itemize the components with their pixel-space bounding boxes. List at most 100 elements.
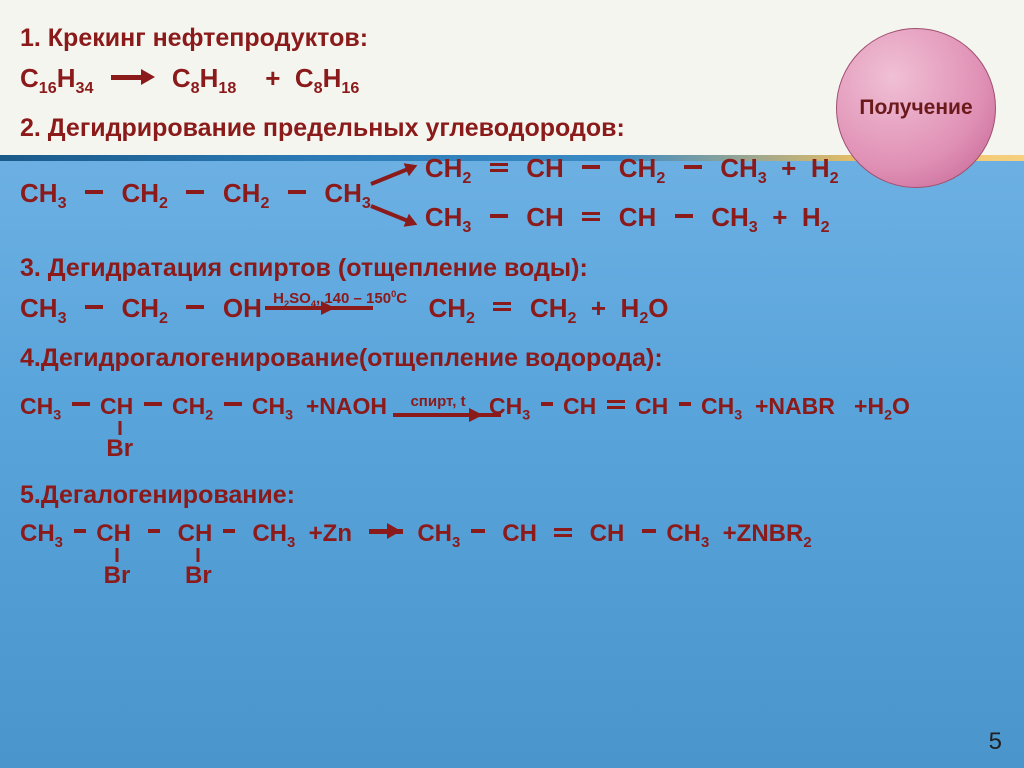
n: 2 — [567, 309, 576, 327]
ch-br-group: CH Br — [100, 393, 140, 419]
ch: CH — [172, 393, 205, 419]
plus: + — [781, 153, 796, 183]
section-4-equation: CH3 CH Br CH2 CH3 +NAOH спирт, t CH3 CH … — [20, 393, 1004, 424]
ch: CH — [526, 153, 564, 183]
plus: + — [591, 293, 606, 323]
ch: CH — [428, 293, 466, 323]
ch: CH — [100, 393, 133, 419]
preparation-bubble: Получение — [836, 28, 996, 188]
section-5-heading: 5.Дегалогенирование: — [20, 481, 1004, 510]
bond-icon — [85, 190, 103, 194]
bond-icon — [74, 529, 86, 533]
product-2: CH3 CH CH CH3 + H2 — [425, 202, 839, 237]
ch: CH — [502, 520, 537, 547]
page-number: 5 — [989, 728, 1002, 756]
ch: CH — [666, 520, 701, 547]
n: 2 — [803, 535, 811, 551]
bond-icon — [148, 529, 160, 533]
n: 3 — [55, 535, 63, 551]
n: 2 — [466, 309, 475, 327]
n: 2 — [656, 169, 665, 187]
br: Br — [106, 435, 133, 463]
n: 3 — [522, 407, 530, 423]
ch: CH — [711, 202, 749, 232]
n: 3 — [452, 535, 460, 551]
n: 2 — [260, 194, 269, 212]
plus: + — [854, 393, 867, 419]
ch: CH — [96, 520, 131, 547]
ch: CH — [324, 178, 362, 208]
n: 2 — [205, 407, 213, 423]
ch-br-group: CH Br — [178, 520, 219, 547]
n: 8 — [191, 79, 200, 97]
n: 3 — [53, 407, 61, 423]
bond-icon — [471, 529, 485, 533]
bond-icon — [186, 190, 204, 194]
n: 3 — [758, 169, 767, 187]
arrow-icon — [265, 303, 335, 313]
ch: CH — [619, 202, 657, 232]
n: 16 — [39, 79, 57, 97]
ch: CH — [425, 202, 463, 232]
bond-icon — [490, 214, 508, 218]
c: C — [396, 290, 407, 307]
ch: CH — [526, 202, 564, 232]
ch: CH — [425, 153, 463, 183]
bubble-label: Получение — [859, 96, 972, 120]
section-1-heading: 1. Крекинг нефтепродуктов: — [20, 24, 1004, 53]
bond-icon — [85, 305, 103, 309]
br: Br — [185, 562, 212, 590]
ch: CH — [635, 393, 668, 419]
n: 16 — [341, 79, 359, 97]
ch: CH — [720, 153, 758, 183]
n: 8 — [314, 79, 323, 97]
bond-icon — [223, 529, 235, 533]
o: O — [892, 393, 910, 419]
plus: + — [265, 63, 280, 93]
n: 3 — [287, 535, 295, 551]
n: 3 — [58, 309, 67, 327]
section-4-heading: 4.Дегидрогалогенирование(отщепление водо… — [20, 344, 1004, 373]
bond-icon — [186, 305, 204, 309]
h: H — [200, 63, 219, 93]
n: 2 — [159, 194, 168, 212]
branching-arrows: CH2 CH CH2 CH3 + H2 CH3 CH CH — [371, 153, 839, 237]
n: 2 — [159, 309, 168, 327]
double-bond-icon — [493, 302, 511, 311]
ch: CH — [417, 520, 452, 547]
bond-icon — [684, 165, 702, 169]
ch: CH — [701, 393, 734, 419]
n: 3 — [462, 219, 471, 237]
bond-icon — [582, 165, 600, 169]
double-bond-icon — [582, 212, 600, 221]
arrow-icon — [369, 161, 419, 189]
bond-icon — [541, 402, 553, 406]
znbr2: +ZNBR — [723, 520, 804, 547]
h: H — [57, 63, 76, 93]
plus: + — [772, 202, 787, 232]
bond-icon — [679, 402, 691, 406]
n: 34 — [75, 79, 93, 97]
bond-icon — [72, 402, 90, 406]
bond-icon — [675, 214, 693, 218]
ch-br-group: CH Br — [96, 520, 137, 547]
section-2-equation: CH3 CH2 CH2 CH3 CH2 CH CH2 — [20, 153, 1004, 237]
naoh: +NAOH — [306, 393, 387, 419]
reaction-conditions: спирт, t — [410, 393, 465, 410]
double-bond-icon — [554, 528, 572, 537]
double-bond-icon — [607, 400, 625, 409]
bond-icon — [197, 548, 200, 562]
h: H — [867, 393, 884, 419]
n: 18 — [218, 79, 236, 97]
product-1: CH2 CH CH2 CH3 + H2 — [425, 153, 839, 188]
h: H — [802, 202, 821, 232]
n: 3 — [285, 407, 293, 423]
ch: CH — [590, 520, 625, 547]
c: C — [172, 63, 191, 93]
c: C — [20, 63, 39, 93]
ch: CH — [121, 178, 159, 208]
n: 2 — [639, 309, 648, 327]
bond-icon — [642, 529, 656, 533]
n: 3 — [701, 535, 709, 551]
section-5-equation: CH3 CH Br CH Br CH3 +Zn CH3 CH CH CH3 +Z… — [20, 520, 1004, 551]
